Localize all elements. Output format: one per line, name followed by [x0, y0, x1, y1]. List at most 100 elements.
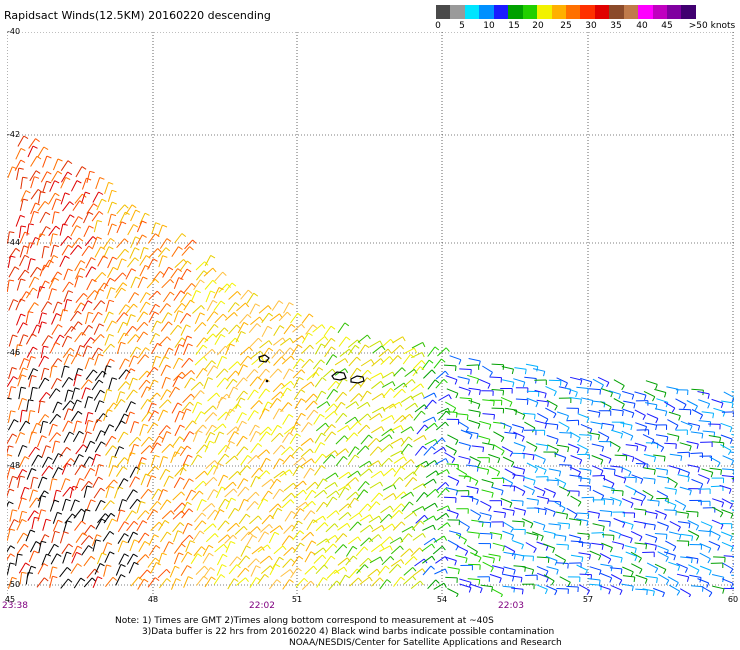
wind-barb-feather: [675, 582, 679, 588]
wind-barb-feather: [470, 369, 472, 375]
wind-barb-feather: [286, 311, 292, 316]
wind-barb: [664, 500, 677, 506]
wind-barb-feather: [331, 431, 337, 436]
wind-barb: [349, 577, 359, 587]
wind-barb: [190, 454, 199, 466]
wind-barb-feather: [44, 534, 50, 538]
wind-barb-feather: [492, 444, 495, 451]
wind-barb: [400, 548, 410, 558]
wind-barb-feather: [544, 423, 547, 429]
wind-barb: [116, 221, 123, 234]
wind-barb: [393, 466, 402, 477]
wind-barb-feather: [221, 396, 227, 400]
wind-barb-feather: [246, 545, 251, 549]
wind-barb: [26, 242, 31, 255]
wind-barb-feather: [522, 491, 526, 497]
wind-barb: [591, 532, 604, 534]
wind-barb-feather: [290, 355, 295, 361]
wind-barb: [621, 498, 634, 504]
wind-barb: [227, 508, 236, 519]
wind-barb: [180, 268, 188, 280]
wind-barb-feather: [547, 557, 550, 563]
wind-barb-feather: [80, 260, 86, 264]
wind-barb-feather: [289, 337, 294, 343]
wind-barb: [328, 580, 338, 591]
wind-barb: [559, 432, 572, 434]
wind-barb: [19, 410, 23, 423]
wind-barb: [116, 391, 121, 404]
wind-barb: [678, 467, 690, 474]
wind-barb: [534, 454, 546, 460]
wind-barb-feather: [310, 531, 314, 537]
wind-barb: [426, 488, 436, 498]
wind-barb: [174, 424, 181, 437]
wind-barb-feather: [78, 275, 84, 278]
wind-barb-feather: [730, 513, 734, 519]
wind-barb-feather: [318, 367, 324, 371]
wind-barb: [621, 520, 634, 526]
wind-barb-feather: [397, 355, 402, 360]
wind-barb-feather: [168, 266, 174, 271]
wind-barb-feather: [631, 394, 635, 400]
wind-barb: [173, 310, 179, 323]
wind-barb-feather: [147, 488, 153, 493]
wind-barb: [421, 543, 433, 552]
wind-barb-feather: [312, 519, 318, 523]
wind-barb-feather: [482, 447, 485, 453]
wind-barb: [192, 305, 202, 314]
wind-barb-feather: [46, 180, 52, 184]
wind-barb: [679, 442, 692, 447]
wind-barb: [316, 478, 324, 490]
wind-barb: [246, 501, 255, 511]
wind-barb: [346, 491, 356, 501]
wind-barb: [170, 451, 176, 464]
wind-barb-feather: [311, 500, 316, 506]
wind-barb: [7, 562, 11, 575]
wind-barb-feather: [203, 575, 209, 580]
wind-barb: [730, 446, 734, 448]
wind-barb-feather: [68, 376, 74, 381]
wind-barb: [360, 524, 371, 533]
wind-barb-feather: [28, 311, 34, 314]
wind-barb: [479, 532, 492, 535]
wind-barb: [476, 466, 489, 471]
wind-barb-feather: [696, 569, 700, 575]
wind-barb: [676, 573, 689, 578]
wind-barb-feather: [54, 277, 60, 281]
wind-barb: [359, 557, 369, 567]
wind-barb-feather: [130, 314, 136, 317]
wind-barb-feather: [390, 556, 395, 561]
wind-barb: [203, 377, 209, 389]
wind-barb: [644, 542, 657, 546]
wind-barb: [664, 509, 677, 511]
wind-barb: [194, 512, 203, 523]
wind-barb: [235, 577, 246, 586]
wind-barb: [104, 182, 109, 194]
wind-barb-feather: [379, 577, 384, 582]
wind-barb-feather: [666, 436, 669, 442]
wind-barb: [669, 453, 682, 457]
wind-barb: [390, 450, 402, 457]
wind-barb: [479, 420, 491, 425]
wind-barb-feather: [145, 347, 150, 351]
wind-barb: [115, 282, 124, 293]
wind-barb: [28, 431, 33, 444]
wind-barb-feather: [134, 292, 140, 296]
wind-barb-feather: [412, 567, 417, 572]
wind-barb-feather: [468, 390, 471, 396]
wind-barb-feather: [298, 376, 304, 381]
wind-barb-feather: [451, 458, 456, 464]
wind-barb-feather: [124, 553, 129, 557]
wind-barb: [547, 444, 559, 451]
wind-barb-feather: [245, 513, 251, 518]
wind-barb-feather: [433, 416, 437, 422]
wind-barb-feather: [631, 524, 634, 530]
wind-barb: [698, 473, 710, 480]
wind-barb: [83, 225, 90, 238]
wind-barb: [272, 382, 282, 393]
wind-barb: [622, 575, 635, 578]
wind-barb-feather: [365, 445, 370, 450]
wind-barb-feather: [619, 501, 622, 507]
wind-barb-feather: [178, 310, 184, 314]
wind-barb-feather: [146, 386, 152, 390]
